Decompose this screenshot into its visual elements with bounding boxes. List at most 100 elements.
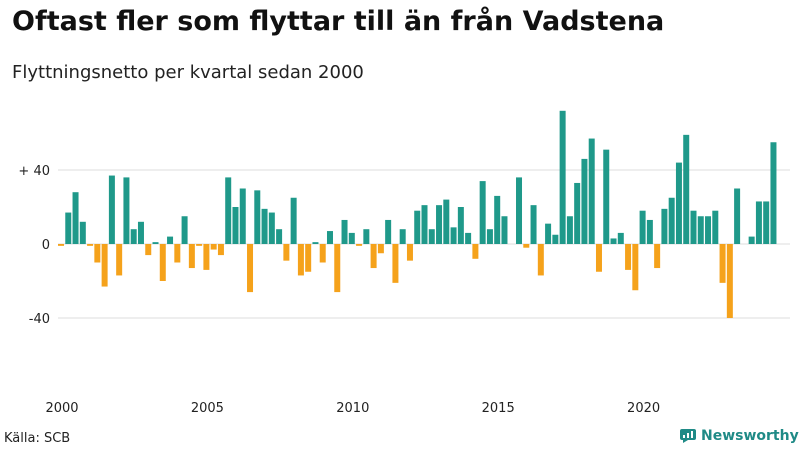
newsworthy-logo-icon [680, 429, 696, 443]
bar-chart: + 40 0 -40 2000 2005 2010 2015 2020 [18, 110, 790, 416]
bar [326, 231, 333, 244]
bar [683, 134, 690, 244]
bar [79, 221, 86, 244]
bar [232, 207, 239, 244]
bar [705, 216, 712, 244]
bar [108, 175, 115, 244]
bar [225, 177, 232, 244]
bar [399, 229, 406, 244]
bar [101, 244, 108, 287]
brand-name: Newsworthy [701, 428, 799, 444]
bar [537, 244, 544, 276]
bar [595, 244, 602, 272]
bar [319, 244, 326, 263]
bar [494, 195, 501, 244]
bar [559, 110, 566, 244]
bar [137, 221, 144, 244]
bar [719, 244, 726, 283]
source-note: Källa: SCB [4, 431, 71, 446]
bar [167, 236, 174, 244]
x-tick-label: 2015 [482, 401, 515, 416]
bar [385, 219, 392, 244]
bar [450, 227, 457, 244]
bar [239, 188, 246, 244]
bar [247, 244, 254, 293]
y-tick-label: -40 [29, 312, 50, 327]
y-tick-label: + 40 [18, 164, 50, 179]
bar [312, 242, 319, 244]
bar [348, 232, 355, 244]
bar [116, 244, 123, 276]
bar [603, 149, 610, 244]
bar [217, 244, 224, 256]
bar [574, 182, 581, 244]
bar [755, 201, 762, 244]
x-tick-label: 2010 [336, 401, 369, 416]
bar [668, 197, 675, 244]
bar [661, 208, 668, 244]
bar [268, 212, 275, 244]
y-tick-label: 0 [42, 238, 50, 253]
bar [421, 205, 428, 244]
bar [697, 216, 704, 244]
bar [726, 244, 733, 318]
bar [152, 242, 159, 244]
bar [479, 181, 486, 244]
bar [523, 244, 530, 248]
bar [486, 229, 493, 244]
bar [261, 208, 268, 244]
bar [87, 244, 94, 246]
bar [370, 244, 377, 269]
bar [356, 244, 363, 246]
bar [341, 219, 348, 244]
bar [530, 205, 537, 244]
bar [363, 229, 370, 244]
bar [254, 190, 261, 244]
bar [588, 138, 595, 244]
bar [305, 244, 312, 272]
bar [646, 219, 653, 244]
x-tick-label: 2005 [191, 401, 224, 416]
bar [443, 199, 450, 244]
bar [457, 207, 464, 244]
bar [654, 244, 661, 269]
bar [632, 244, 639, 291]
bar [181, 216, 188, 244]
chart-title: Oftast fler som flyttar till än från Vad… [12, 6, 665, 37]
bar [552, 234, 559, 244]
bar [610, 238, 617, 244]
brand-logo: Newsworthy [680, 428, 799, 444]
bar [145, 244, 152, 256]
bar [72, 192, 79, 244]
bar [297, 244, 304, 276]
bar [712, 210, 719, 244]
bar [188, 244, 195, 269]
bar [639, 210, 646, 244]
bar [414, 210, 421, 244]
bar [377, 244, 384, 254]
bar [406, 244, 413, 261]
bar [334, 244, 341, 293]
bar [436, 205, 443, 244]
bar [392, 244, 399, 283]
bar [472, 244, 479, 259]
bar [465, 232, 472, 244]
bar [581, 158, 588, 244]
bar [159, 244, 166, 281]
bar [625, 244, 632, 270]
bar [276, 229, 283, 244]
bar [283, 244, 290, 261]
bar [566, 216, 573, 244]
bar [203, 244, 210, 270]
bar [501, 216, 508, 244]
bar [290, 197, 297, 244]
bar [675, 162, 682, 244]
chart-subtitle: Flyttningsnetto per kvartal sedan 2000 [12, 62, 364, 83]
bar [210, 244, 217, 250]
x-tick-label: 2020 [627, 401, 660, 416]
bar [58, 244, 64, 246]
bar [617, 232, 624, 244]
bar [748, 236, 755, 244]
bar [196, 244, 203, 246]
bar [516, 177, 523, 244]
